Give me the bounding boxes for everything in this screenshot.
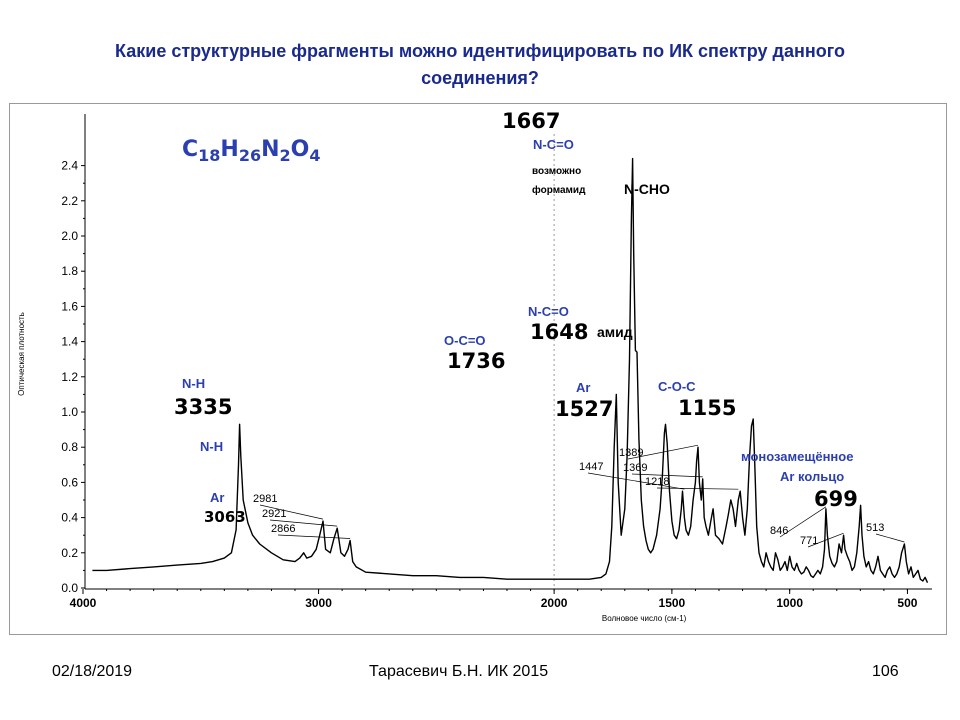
peak-annotation: Ar [210, 490, 224, 505]
y-tick-label: 1.4 [61, 335, 78, 349]
x-tick-label: 1500 [659, 596, 686, 610]
x-tick-label: 3000 [305, 596, 332, 610]
peak-annotation: 771 [800, 535, 818, 547]
peak-annotation: C-O-C [658, 379, 696, 394]
molecular-formula: C18H26N2O4 [182, 137, 321, 165]
formula-c: C [182, 137, 198, 162]
x-tick-label: 4000 [70, 596, 97, 610]
peak-annotation: 3063 [204, 508, 246, 526]
ir-spectrum-svg: 0.0 0.2 0.4 0.6 0.8 1.0 1.2 1.4 1.6 1.8 2.0 2.2 2.4 4… [17, 104, 932, 623]
peak-annotation: 1667 [502, 109, 560, 133]
formula-o-count: 4 [309, 146, 320, 165]
peak-annotation: N-H [200, 439, 223, 454]
peak-annotation: монозамещённое [741, 449, 853, 464]
peak-annotation: 1648 [530, 320, 588, 344]
slide-title-line1: Какие структурные фрагменты можно иденти… [115, 41, 845, 61]
annotation-leader-line [269, 519, 338, 527]
peak-annotation: 699 [814, 487, 858, 511]
peak-annotation: Ar [576, 380, 590, 395]
peak-annotation: 1447 [579, 461, 603, 473]
y-tick-label: 0.8 [61, 440, 78, 454]
peak-annotation: 3335 [174, 395, 232, 419]
footer-page-number: 106 [872, 663, 899, 680]
peak-annotation: 1736 [447, 349, 505, 373]
peak-annotation: 513 [866, 522, 884, 534]
peak-annotation: 2866 [271, 523, 295, 535]
peak-annotation: N-C=O [528, 304, 569, 319]
peak-annotation: Ar кольцо [780, 469, 844, 484]
footer-date: 02/18/2019 [52, 663, 133, 680]
annotation-leader-line [656, 487, 739, 490]
x-tick-label: 2000 [541, 596, 568, 610]
y-tick-label: 2.0 [61, 229, 78, 243]
peak-annotation: O-C=O [444, 333, 486, 348]
x-axis-label: Волновое число (см-1) [602, 614, 687, 623]
spectrum-line [92, 157, 929, 583]
peak-annotation: N-CHO [624, 181, 670, 197]
annotation-leader-line [875, 533, 905, 543]
peak-annotation: амид [597, 324, 633, 340]
formula-n: N [261, 137, 279, 162]
y-tick-label: 2.4 [61, 159, 78, 173]
annotation-leader-line [631, 473, 703, 478]
ir-spectrum-chart: 0.0 0.2 0.4 0.6 0.8 1.0 1.2 1.4 1.6 1.8 2.0 2.2 2.4 4… [9, 103, 947, 635]
annotation-leader-line [627, 444, 699, 460]
peak-annotation: N-H [182, 376, 205, 391]
peak-annotation: 1389 [619, 447, 643, 459]
y-tick-label: 2.2 [61, 194, 78, 208]
annotation-leader-line [259, 504, 324, 520]
peak-annotation: 2981 [253, 493, 277, 505]
annotation-leader-line [807, 532, 844, 548]
y-tick-label: 1.6 [61, 299, 78, 313]
y-axis-label: Оптическая плотность [17, 312, 26, 396]
formula-c-count: 18 [198, 146, 220, 165]
y-tick-label: 1.2 [61, 370, 78, 384]
peak-annotation: 1369 [623, 462, 647, 474]
footer-author: Тарасевич Б.Н. ИК 2015 [369, 663, 549, 680]
annotation-leader-line [779, 506, 827, 538]
slide-title-line2: соединения? [421, 68, 539, 88]
x-tick-label: 500 [897, 596, 917, 610]
peak-annotation: 1155 [678, 396, 736, 420]
peak-annotation: 1527 [555, 397, 613, 421]
formula-h: H [220, 137, 238, 162]
peak-annotation: формамид [532, 184, 586, 196]
peak-annotation: N-C=O [533, 137, 574, 152]
peak-label-backing [500, 104, 562, 131]
y-tick-label: 1.0 [61, 405, 78, 419]
peak-annotation: 2921 [262, 508, 286, 520]
y-tick-label: 0.6 [61, 475, 78, 489]
x-tick-label: 1000 [776, 596, 803, 610]
slide-title: Какие структурные фрагменты можно иденти… [40, 38, 920, 92]
peak-annotation: 846 [770, 525, 788, 537]
annotation-leader-line [587, 472, 685, 490]
y-tick-label: 1.8 [61, 264, 78, 278]
formula-h-count: 26 [239, 146, 261, 165]
y-tick-label: 0.4 [61, 511, 78, 525]
annotation-leader-line [277, 534, 351, 539]
y-tick-label: 0.0 [61, 581, 78, 595]
peak-annotation: 1218 [645, 476, 669, 488]
formula-o: O [291, 137, 310, 162]
peak-annotation: возможно [532, 166, 581, 177]
y-tick-label: 0.2 [61, 546, 78, 560]
formula-n-count: 2 [280, 146, 291, 165]
